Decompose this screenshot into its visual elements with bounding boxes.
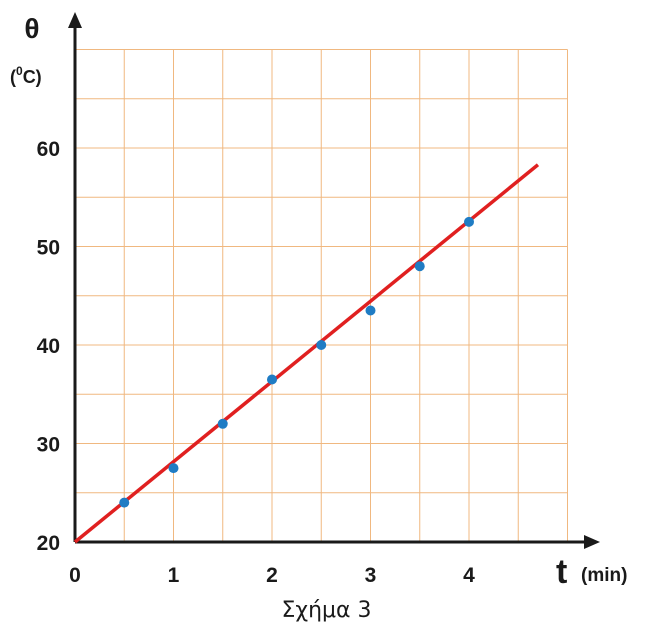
data-point [119, 497, 130, 508]
figure-caption: Σχήμα 3 [281, 598, 372, 623]
x-tick-label: 0 [69, 564, 81, 587]
data-point [217, 418, 228, 429]
data-point [316, 340, 327, 350]
y-tick-label: 60 [37, 138, 60, 161]
y-tick-label: 20 [37, 532, 60, 555]
data-point [365, 305, 376, 316]
data-point [267, 374, 277, 385]
data-points [119, 216, 474, 508]
x-tick-label: 1 [168, 564, 180, 587]
chart-axes [68, 12, 600, 549]
chart-svg: 0 1 2 3 4 20 30 40 50 60 θ (0C) t (min) [10, 12, 627, 591]
x-tick-labels: 0 1 2 3 4 [69, 564, 475, 587]
y-axis-unit: (0C) [10, 64, 42, 87]
data-point [168, 463, 179, 474]
y-tick-label: 50 [37, 237, 60, 260]
x-tick-label: 4 [463, 564, 475, 587]
x-axis-unit: (min) [581, 565, 627, 586]
data-point [464, 216, 474, 227]
x-tick-label: 3 [365, 564, 377, 587]
y-tick-label: 30 [37, 434, 60, 457]
y-axis-label: θ [24, 13, 39, 44]
x-axis-arrow [584, 535, 600, 549]
y-axis-arrow [68, 12, 82, 28]
y-tick-label: 40 [37, 335, 60, 358]
y-tick-labels: 20 30 40 50 60 [37, 138, 60, 555]
x-axis-label: t [556, 553, 567, 591]
x-tick-label: 2 [266, 564, 278, 587]
chart-grid [75, 49, 568, 542]
fit-line [73, 163, 540, 544]
data-point [414, 261, 425, 272]
